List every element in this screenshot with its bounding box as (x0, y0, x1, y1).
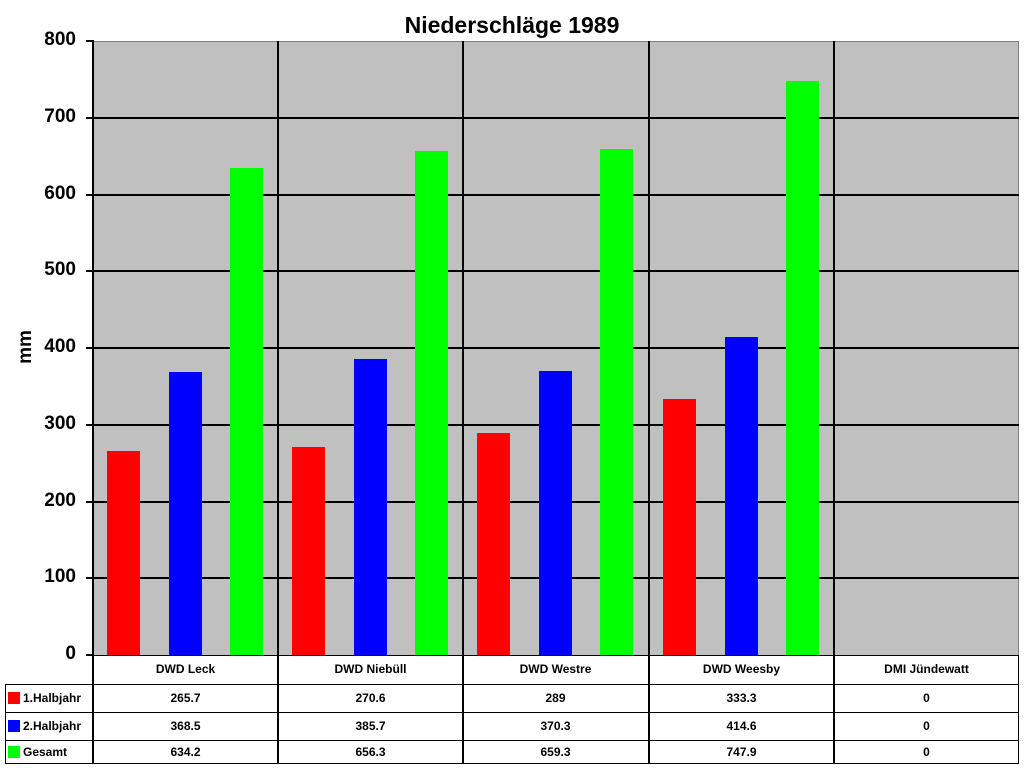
data-cell: 368.5 (170, 719, 201, 733)
legend-label: 2.Halbjahr (23, 719, 82, 733)
legend-label: 1.Halbjahr (23, 691, 82, 705)
table-border (5, 684, 6, 764)
table-border (5, 684, 1019, 685)
chart-title: Niederschläge 1989 (404, 12, 620, 38)
y-axis-line (92, 41, 94, 764)
bar-gesamt (786, 81, 819, 655)
data-cell: 333.3 (726, 691, 757, 705)
data-cell: 265.7 (170, 691, 201, 705)
data-cell: 0 (923, 745, 930, 759)
legend-label: Gesamt (23, 744, 68, 759)
bar-1-halbjahr (107, 451, 140, 655)
y-tick-label: 500 (44, 259, 76, 280)
table-border (93, 655, 1019, 656)
data-cell: 747.9 (726, 745, 757, 759)
legend-entry: Gesamt (5, 740, 93, 763)
data-cell: 634.2 (170, 745, 201, 759)
table-border (5, 763, 1019, 764)
y-tick (86, 194, 94, 196)
gridline (93, 117, 1019, 119)
gridline (93, 347, 1019, 349)
bar-gesamt (230, 168, 263, 655)
legend-swatch (8, 720, 20, 732)
category-divider (462, 41, 464, 764)
category-label: DWD Westre (519, 662, 592, 676)
category-label: DWD Niebüll (334, 662, 407, 676)
y-tick-label: 600 (44, 183, 76, 204)
legend-entry: 2.Halbjahr (5, 712, 93, 740)
bar-1-halbjahr (477, 433, 510, 655)
y-tick-label: 200 (44, 490, 76, 511)
table-border (1018, 655, 1019, 764)
category-divider (648, 41, 650, 764)
y-axis-label: mm (15, 330, 36, 364)
legend-swatch (8, 692, 20, 704)
y-tick (86, 347, 94, 349)
gridline (93, 270, 1019, 272)
y-tick (86, 577, 94, 579)
category-label: DWD Weesby (702, 662, 781, 676)
data-cell: 0 (923, 719, 930, 733)
bar-2-halbjahr (169, 372, 202, 655)
data-cell: 659.3 (540, 745, 571, 759)
data-cell: 289 (545, 691, 566, 705)
data-cell: 370.3 (540, 719, 571, 733)
bar-1-halbjahr (292, 447, 325, 655)
y-tick (86, 40, 94, 42)
y-tick-label: 100 (44, 566, 76, 587)
bar-2-halbjahr (354, 359, 387, 655)
table-border (5, 712, 1019, 713)
y-tick-label: 700 (44, 106, 76, 127)
bar-gesamt (415, 151, 448, 655)
y-tick-label: 400 (44, 336, 76, 357)
data-cell: 0 (923, 691, 930, 705)
y-tick (86, 270, 94, 272)
data-cell: 656.3 (355, 745, 386, 759)
legend-swatch (8, 745, 20, 758)
gridline (93, 194, 1019, 196)
data-cell: 414.6 (726, 719, 757, 733)
y-tick-label: 300 (44, 413, 76, 434)
legend-entry: 1.Halbjahr (5, 684, 93, 712)
y-tick (86, 501, 94, 503)
bar-gesamt (600, 149, 633, 655)
bar-2-halbjahr (725, 337, 758, 655)
y-tick (86, 424, 94, 426)
bar-1-halbjahr (663, 399, 696, 655)
category-divider (277, 41, 279, 764)
bar-2-halbjahr (539, 371, 572, 655)
table-border (5, 740, 1019, 741)
category-label: DWD Leck (155, 662, 216, 676)
category-label: DMI Jündewatt (884, 662, 969, 676)
data-cell: 385.7 (355, 719, 386, 733)
category-divider (833, 41, 835, 764)
data-cell: 270.6 (355, 691, 386, 705)
y-tick (86, 654, 94, 656)
y-tick-label: 800 (44, 29, 76, 50)
y-tick (86, 117, 94, 119)
y-tick-label: 0 (65, 643, 76, 664)
